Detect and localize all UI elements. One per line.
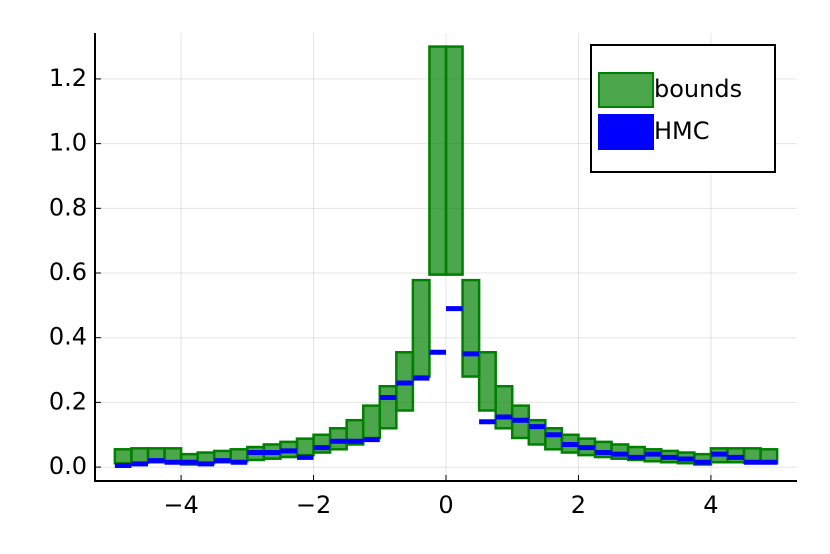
bound-bar	[295, 437, 315, 457]
y-tick-label: 0.4	[49, 323, 87, 351]
legend-box	[590, 44, 776, 173]
y-tick-label: 0.2	[49, 387, 87, 415]
bound-bar	[411, 278, 431, 378]
y-tick-label: 0.8	[49, 193, 87, 221]
bound-bar	[428, 45, 448, 276]
y-tick-label: 0.6	[49, 258, 87, 286]
bound-bar	[494, 384, 514, 430]
bound-bar	[477, 351, 497, 412]
bound-bar	[113, 448, 133, 465]
bound-bar	[461, 278, 481, 378]
x-tick-label: 4	[703, 491, 718, 519]
plot-area	[113, 45, 779, 468]
bound-bar	[130, 447, 150, 465]
legend-label: bounds	[654, 75, 742, 103]
legend-swatch	[598, 72, 654, 108]
bound-bar	[544, 427, 564, 451]
bound-bar	[527, 418, 547, 446]
x-tick-label: 2	[571, 491, 586, 519]
x-tick-label: −2	[296, 491, 331, 519]
x-tick-label: 0	[438, 491, 453, 519]
y-tick-label: 1.0	[49, 129, 87, 157]
legend: bounds HMC	[590, 44, 776, 173]
bound-bar	[361, 404, 382, 440]
bound-bar	[378, 384, 398, 430]
y-tick-label: 0.0	[49, 452, 87, 480]
legend-swatch	[598, 114, 654, 150]
bound-bar	[229, 448, 249, 463]
legend-label: HMC	[654, 117, 710, 145]
y-tick-label: 1.2	[49, 64, 87, 92]
x-tick-label: −4	[163, 491, 198, 519]
bound-bar	[444, 45, 464, 276]
